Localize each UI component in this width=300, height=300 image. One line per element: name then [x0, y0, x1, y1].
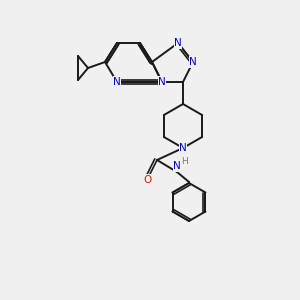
Text: H: H: [182, 158, 188, 166]
Text: N: N: [189, 57, 197, 67]
Text: N: N: [113, 77, 121, 87]
Text: N: N: [158, 77, 166, 87]
Text: N: N: [179, 143, 187, 153]
Text: O: O: [143, 175, 151, 185]
Text: N: N: [174, 38, 182, 48]
Text: N: N: [173, 161, 181, 171]
